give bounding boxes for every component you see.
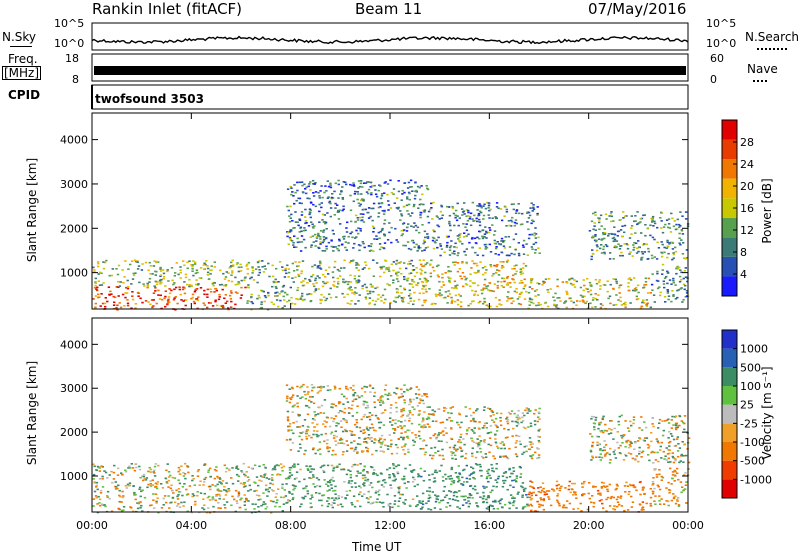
velocity-echo-region-6	[427, 406, 541, 460]
nsky-panel-frame	[91, 22, 689, 51]
velocity-ytick-label-1: 2000	[60, 426, 88, 439]
velocity-colorbar-cell-7	[722, 348, 737, 368]
time-xtick-label-6: 00:00	[672, 519, 704, 532]
nave-legend-line	[753, 80, 767, 82]
velocity-colorbar-label-5: 100	[740, 380, 761, 393]
power-echo-region-4	[286, 179, 430, 252]
velocity-colorbar-label-7: 1000	[740, 343, 768, 356]
nsky-left-tick-top: 10^5	[54, 17, 85, 30]
power-colorbar-label-2: 12	[740, 224, 754, 237]
power-echo-region-8	[588, 211, 690, 261]
power-colorbar-cell-1	[722, 256, 737, 277]
power-colorbar-cell-5	[722, 178, 737, 199]
nsearch-label: N.Search	[745, 30, 800, 44]
velocity-colorbar-cell-1	[722, 460, 737, 480]
velocity-colorbar-frame	[721, 329, 738, 499]
velocity-colorbar-label-2: -100	[740, 436, 765, 449]
power-echo-region-6	[427, 201, 541, 257]
power-colorbar-cell-4	[722, 198, 737, 218]
power-colorbar-label-0: 4	[740, 268, 747, 281]
velocity-colorbar-cell-8	[722, 330, 737, 349]
freq-label: Freq.	[8, 52, 38, 66]
power-ytick-label-2: 3000	[60, 178, 88, 191]
power-colorbar-label-6: 28	[740, 136, 754, 149]
time-xtick-label-4: 16:00	[473, 519, 505, 532]
velocity-colorbar-cell-4	[722, 404, 737, 424]
velocity-plot-bg	[92, 318, 688, 512]
power-colorbar-cell-0	[722, 276, 737, 296]
nsky-label: N.Sky	[2, 30, 37, 44]
power-colorbar-label-3: 16	[740, 202, 754, 215]
velocity-colorbar-cell-6	[722, 367, 737, 386]
velocity-colorbar-cell-3	[722, 423, 737, 442]
velocity-echo-region-8	[589, 414, 691, 464]
nsky-trace	[91, 35, 689, 45]
power-echo-region-2	[246, 260, 288, 311]
power-colorbar-label-5: 24	[740, 158, 754, 171]
velocity-echo-region-9	[651, 467, 690, 507]
time-xlabel: Time UT	[352, 540, 402, 554]
power-colorbar-cell-2	[722, 237, 737, 257]
power-colorbar-cell-8	[722, 120, 737, 140]
velocity-colorbar-label-0: -1000	[740, 473, 772, 486]
nsearch-legend-line	[757, 48, 787, 50]
time-xtick-label-2: 08:00	[275, 519, 307, 532]
nsky-right-tick-bottom: 10^0	[706, 37, 737, 50]
cpid-label: CPID	[8, 88, 41, 102]
velocity-echo-region-7	[527, 480, 653, 513]
beam-title: Beam 11	[355, 0, 423, 18]
nsky-left-tick-bottom: 10^0	[54, 37, 85, 50]
velocity-colorbar-cell-2	[722, 442, 737, 461]
velocity-ytick-label-0: 1000	[60, 470, 88, 483]
time-xtick-label-5: 20:00	[573, 519, 605, 532]
cpid-panel-frame	[91, 84, 689, 110]
velocity-echo-region-3	[286, 463, 416, 509]
velocity-echo-region-5	[415, 463, 529, 511]
power-echo-region-3	[286, 259, 417, 306]
power-ytick-label-3: 4000	[60, 134, 88, 147]
power-colorbar-label-4: 20	[740, 180, 754, 193]
nave-label: Nave	[747, 62, 778, 76]
velocity-colorbar-cell-5	[722, 386, 737, 405]
power-ytick-label-1: 2000	[60, 222, 88, 235]
velocity-colorbar-label-3: -25	[740, 417, 758, 430]
nave-right-tick-top: 60	[710, 52, 724, 65]
velocity-ytick-label-3: 4000	[60, 338, 88, 351]
velocity-colorbar-label-1: -500	[740, 455, 765, 468]
date-title: 07/May/2016	[588, 0, 687, 18]
freq-left-tick-top: 18	[65, 52, 79, 65]
nsky-legend-line	[10, 46, 32, 47]
velocity-colorbar-cell-0	[722, 479, 737, 498]
power-echo-region-7	[527, 277, 652, 310]
velocity-echo-region-4	[285, 383, 430, 456]
cpid-mode: twofsound 3503	[95, 92, 204, 106]
freq-left-tick-bottom: 8	[72, 73, 79, 86]
power-colorbar-cell-7	[722, 139, 737, 160]
freq-trace	[94, 66, 686, 75]
velocity-colorbar-label-4: 25	[740, 399, 754, 412]
power-echo-region-5	[415, 259, 528, 308]
freq-unit-label: [MHz]	[2, 66, 42, 80]
nsky-right-tick-top: 10^5	[706, 17, 737, 30]
power-colorbar-cell-3	[722, 217, 737, 238]
velocity-echo-region-1	[92, 462, 248, 491]
velocity-colorbar-label-6: 500	[740, 361, 761, 374]
power-echo-region-1	[92, 259, 248, 288]
time-xtick-label-0: 00:00	[76, 519, 108, 532]
power-ytick-label-0: 1000	[60, 267, 88, 280]
freq-panel-frame	[91, 53, 689, 82]
station-title: Rankin Inlet (fitACF)	[92, 0, 243, 18]
nave-right-tick-bottom: 0	[710, 73, 717, 86]
time-xtick-label-3: 12:00	[374, 519, 406, 532]
power-colorbar-cell-6	[722, 159, 737, 179]
velocity-ytick-label-2: 3000	[60, 382, 88, 395]
power-colorbar-label-1: 8	[740, 246, 747, 259]
time-xtick-label-1: 04:00	[175, 519, 207, 532]
